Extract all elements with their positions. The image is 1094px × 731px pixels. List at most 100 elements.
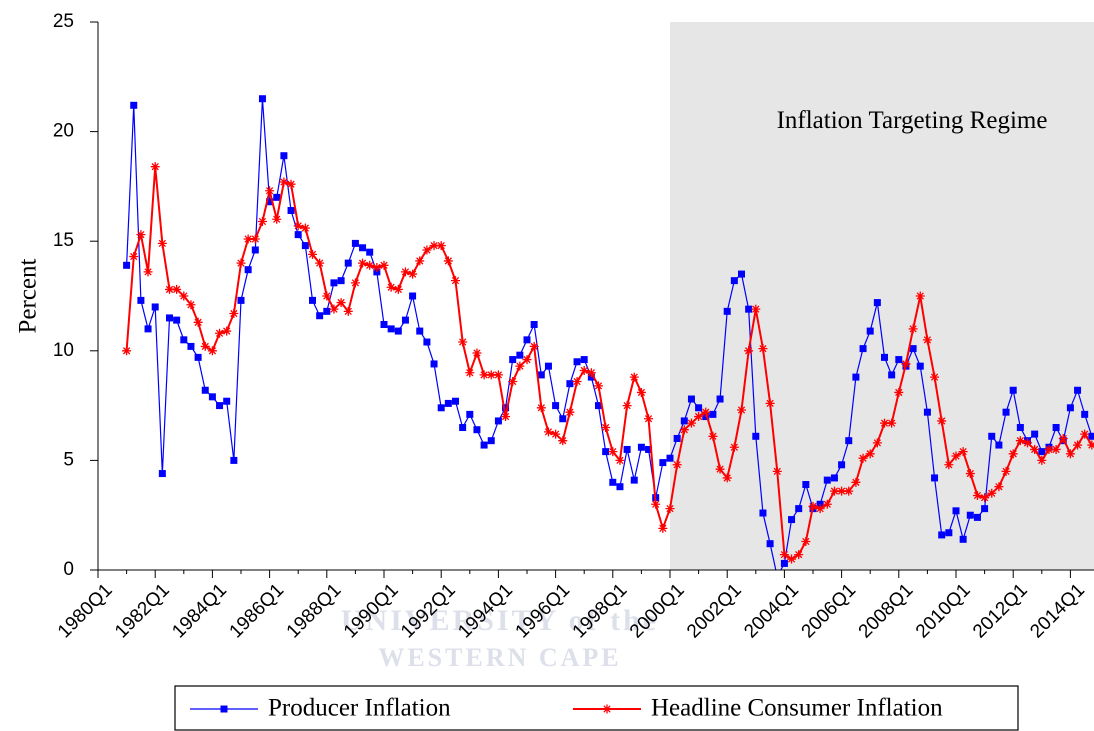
square-marker [852, 373, 860, 381]
square-marker [995, 441, 1003, 449]
square-marker [595, 402, 602, 410]
square-marker [666, 454, 674, 462]
x-tick-label: 1986Q1 [226, 580, 289, 643]
watermark-layer: UNIVERSITY of the WESTERN CAPE [341, 604, 656, 672]
square-marker [166, 314, 173, 322]
legend-label: Headline Consumer Inflation [651, 695, 943, 722]
square-marker [1088, 432, 1094, 440]
square-marker [423, 338, 431, 346]
star-marker [987, 488, 997, 498]
star-marker [486, 370, 496, 380]
star-marker [686, 418, 696, 428]
y-tick-label: 5 [63, 449, 74, 470]
star-marker [565, 407, 575, 417]
star-marker [722, 473, 732, 483]
square-marker [988, 432, 996, 440]
square-marker [616, 483, 624, 491]
star-marker [980, 493, 990, 503]
star-marker [572, 376, 582, 386]
star-marker [844, 486, 854, 496]
star-marker [644, 414, 654, 424]
star-marker [908, 324, 918, 334]
square-marker [158, 470, 166, 478]
star-marker [1080, 429, 1090, 439]
square-marker [123, 261, 131, 269]
star-marker [1008, 449, 1018, 459]
star-marker [150, 162, 160, 172]
star-marker [915, 291, 925, 301]
square-marker [938, 531, 946, 539]
star-marker [594, 381, 603, 391]
star-marker [536, 403, 546, 413]
shade-layer [670, 22, 1094, 570]
square-marker [659, 459, 667, 467]
square-marker [337, 277, 345, 285]
star-marker [665, 504, 675, 514]
star-marker [815, 504, 825, 514]
square-marker [916, 362, 924, 370]
square-marker [137, 296, 145, 304]
star-marker [1030, 444, 1040, 454]
star-marker [243, 234, 253, 244]
x-tick-label: 2010Q1 [912, 580, 975, 643]
square-marker [230, 456, 238, 464]
square-marker [220, 705, 228, 713]
star-marker [608, 447, 618, 457]
square-marker [494, 417, 502, 425]
star-marker [222, 326, 232, 336]
x-tick-label: 1988Q1 [283, 580, 346, 643]
star-marker [858, 453, 868, 463]
star-marker [994, 482, 1004, 492]
star-marker [479, 370, 489, 380]
star-marker [372, 263, 382, 273]
star-marker [937, 416, 947, 426]
star-marker [602, 704, 612, 714]
star-marker [157, 238, 167, 248]
square-marker [258, 95, 266, 103]
legend-label: Producer Inflation [268, 695, 451, 722]
star-marker [887, 418, 897, 428]
square-marker [516, 351, 524, 359]
star-marker [165, 284, 174, 294]
star-marker [1087, 440, 1094, 450]
square-marker [959, 535, 967, 543]
star-marker [672, 460, 682, 470]
star-marker [794, 550, 804, 560]
square-marker [859, 345, 867, 353]
star-marker [379, 260, 389, 270]
star-marker [951, 451, 961, 461]
star-marker [257, 216, 267, 226]
star-marker [508, 376, 518, 386]
star-marker [529, 341, 539, 351]
star-marker [601, 423, 611, 433]
regime-shade [670, 22, 1094, 570]
star-marker [651, 499, 661, 509]
square-marker [237, 296, 245, 304]
square-marker [130, 101, 138, 109]
star-marker [458, 337, 468, 347]
square-marker [194, 353, 202, 361]
star-marker [272, 214, 282, 224]
star-marker [829, 486, 839, 496]
x-tick-label: 2014Q1 [1026, 580, 1089, 643]
square-marker [273, 193, 281, 201]
star-marker [400, 267, 410, 277]
star-marker [708, 431, 718, 441]
square-marker [945, 529, 953, 537]
star-marker [679, 425, 689, 435]
square-marker [1002, 408, 1010, 416]
star-marker [343, 306, 353, 316]
square-marker [680, 417, 688, 425]
square-marker [774, 573, 781, 580]
star-marker [958, 447, 968, 457]
square-marker [380, 320, 388, 328]
star-marker [350, 278, 360, 288]
square-marker [266, 198, 274, 206]
square-marker [1074, 386, 1082, 394]
star-marker [186, 300, 196, 310]
star-marker [393, 284, 403, 294]
square-marker [509, 356, 517, 364]
square-marker [909, 345, 917, 353]
square-marker [216, 402, 224, 410]
